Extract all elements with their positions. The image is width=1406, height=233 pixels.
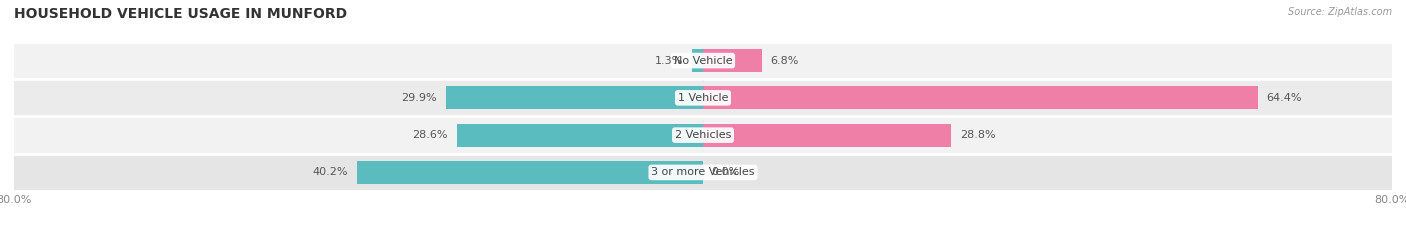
Text: 29.9%: 29.9% bbox=[401, 93, 437, 103]
Text: HOUSEHOLD VEHICLE USAGE IN MUNFORD: HOUSEHOLD VEHICLE USAGE IN MUNFORD bbox=[14, 7, 347, 21]
Text: 28.8%: 28.8% bbox=[960, 130, 995, 140]
Bar bbox=[446, 86, 703, 110]
Text: Source: ZipAtlas.com: Source: ZipAtlas.com bbox=[1288, 7, 1392, 17]
Text: 6.8%: 6.8% bbox=[770, 56, 799, 65]
Text: 1 Vehicle: 1 Vehicle bbox=[678, 93, 728, 103]
Bar bbox=[457, 123, 703, 147]
Text: 3 or more Vehicles: 3 or more Vehicles bbox=[651, 168, 755, 177]
Text: 64.4%: 64.4% bbox=[1267, 93, 1302, 103]
Text: No Vehicle: No Vehicle bbox=[673, 56, 733, 65]
Bar bbox=[703, 123, 950, 147]
Text: 1.3%: 1.3% bbox=[655, 56, 683, 65]
Bar bbox=[703, 86, 1257, 110]
Text: 0.0%: 0.0% bbox=[711, 168, 740, 177]
Bar bbox=[14, 116, 1392, 154]
Bar bbox=[357, 161, 703, 184]
Bar bbox=[14, 154, 1392, 191]
Bar bbox=[703, 49, 762, 72]
Text: 28.6%: 28.6% bbox=[412, 130, 449, 140]
Bar bbox=[14, 79, 1392, 116]
Text: 2 Vehicles: 2 Vehicles bbox=[675, 130, 731, 140]
Bar bbox=[14, 42, 1392, 79]
Text: 40.2%: 40.2% bbox=[312, 168, 349, 177]
Bar bbox=[692, 49, 703, 72]
